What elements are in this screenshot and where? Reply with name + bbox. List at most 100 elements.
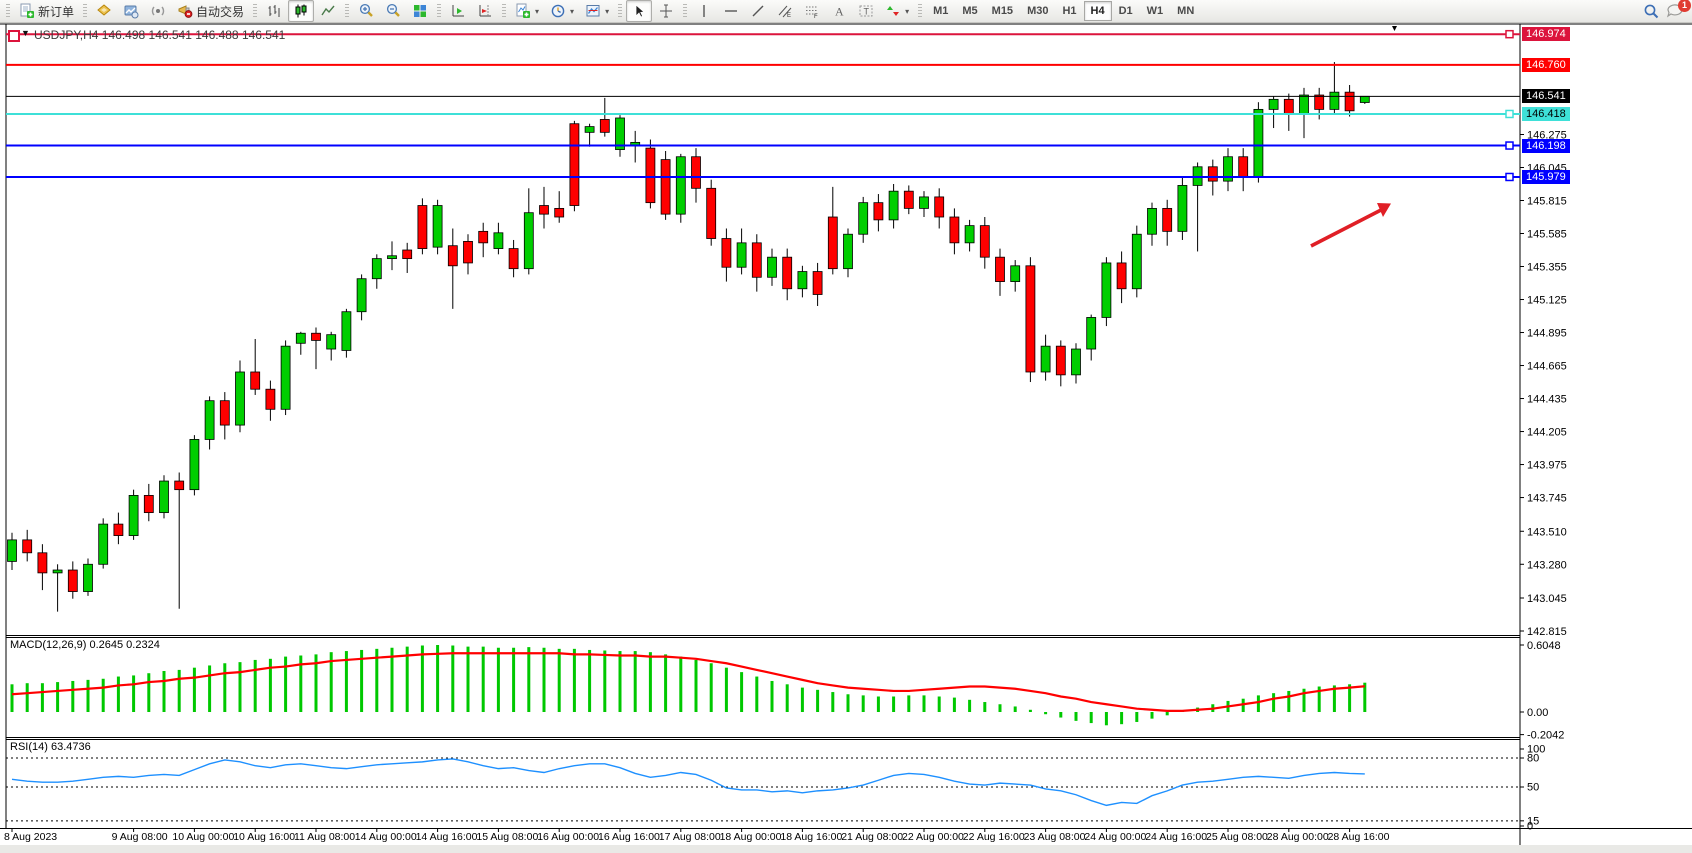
candle-body xyxy=(235,371,245,426)
candle-body xyxy=(326,334,337,350)
chart-menu-caret-icon[interactable]: ▼ xyxy=(21,28,30,38)
fibonacci-button[interactable]: F xyxy=(799,0,825,22)
candle-body xyxy=(508,248,519,270)
line-marker[interactable] xyxy=(1505,172,1514,182)
candle-body xyxy=(1359,95,1370,103)
price-tick-label: 143.745 xyxy=(1527,493,1567,505)
chart-title: USDJPY,H4 146.498 146.541 146.488 146.54… xyxy=(34,28,286,42)
candle-body xyxy=(1040,345,1051,373)
candlestick-chart-button[interactable] xyxy=(288,0,315,22)
toolbar-grip[interactable] xyxy=(683,4,688,18)
timeframe-button-h4[interactable]: H4 xyxy=(1083,1,1112,21)
toolbar-grip[interactable] xyxy=(345,4,350,18)
timeframe-button-m30[interactable]: M30 xyxy=(1027,5,1049,17)
hline-anchor-icon[interactable] xyxy=(8,30,20,42)
toolbar-grip[interactable] xyxy=(618,4,623,18)
auto-trading-button[interactable]: 自动交易 xyxy=(172,0,249,22)
price-badge-146.418: 146.418 xyxy=(1522,106,1570,121)
candle-body xyxy=(250,371,261,390)
toolbar-grip[interactable] xyxy=(6,4,10,18)
chart-shift-button[interactable] xyxy=(472,0,498,22)
timeframe-button-m1[interactable]: M1 xyxy=(933,5,949,17)
terminal-button[interactable] xyxy=(145,0,171,22)
price-tick-label: 145.125 xyxy=(1527,295,1567,307)
arrow-shapes-button[interactable]: ▾ xyxy=(880,0,914,22)
equidistant-channel-button[interactable]: E xyxy=(772,0,798,22)
candle-body xyxy=(903,190,914,209)
templates-button[interactable]: ▾ xyxy=(580,0,614,22)
candle-body xyxy=(402,249,413,260)
candle-body xyxy=(873,202,884,221)
trendline-button[interactable] xyxy=(745,0,771,22)
line-marker[interactable] xyxy=(1505,109,1514,119)
indicators-button[interactable]: ▾ xyxy=(510,0,544,22)
timeframe-button-m15[interactable]: M15 xyxy=(991,5,1014,17)
rsi-scale-label: 0 xyxy=(1527,821,1533,833)
toolbar-grip[interactable] xyxy=(437,4,442,18)
date-label: 21 Aug 08:00 xyxy=(841,831,903,843)
timeframe-button-mn[interactable]: MN xyxy=(1177,5,1195,17)
red-arrow-head[interactable] xyxy=(1377,203,1391,217)
bar-chart-button[interactable] xyxy=(261,0,287,22)
candle-body xyxy=(204,400,215,440)
macd-label: MACD(12,26,9) 0.2645 0.2324 xyxy=(10,639,160,651)
navigator-button[interactable] xyxy=(118,0,144,22)
main-toolbar: 新订单 自动交易 ▾ ▾ ▾ xyxy=(0,0,1692,23)
templates-icon xyxy=(585,3,601,19)
timeframe-button-h1[interactable]: H1 xyxy=(1062,5,1077,17)
macd-signal-line xyxy=(11,652,1365,712)
chat-icon[interactable]: 1 xyxy=(1665,0,1691,19)
red-arrow-line[interactable] xyxy=(1310,208,1382,248)
candle-body xyxy=(584,126,595,133)
date-label: 16 Aug 16:00 xyxy=(598,831,660,843)
periods-icon xyxy=(550,3,566,19)
candle-body xyxy=(128,494,139,536)
vertical-line-button[interactable] xyxy=(691,0,717,22)
timeframe-button-w1[interactable]: W1 xyxy=(1146,5,1164,17)
market-watch-button[interactable] xyxy=(91,0,117,22)
price-badge-145.979: 145.979 xyxy=(1522,169,1570,184)
candle-body xyxy=(569,123,580,206)
line-chart-button[interactable] xyxy=(315,0,341,22)
text-label-button[interactable]: T xyxy=(853,0,879,22)
candle-body xyxy=(934,196,945,218)
timeframe-button-m5[interactable]: M5 xyxy=(962,5,978,17)
object-marker-triangle[interactable] xyxy=(1392,26,1397,31)
auto-scroll-button[interactable] xyxy=(445,0,471,22)
candle-body xyxy=(554,207,565,218)
toolbar-grip[interactable] xyxy=(918,4,923,18)
toolbar-grip[interactable] xyxy=(83,4,88,18)
periods-dropdown-caret: ▾ xyxy=(570,6,575,16)
periods-button[interactable]: ▾ xyxy=(545,0,579,22)
text-button[interactable]: A xyxy=(826,0,852,22)
crosshair-button[interactable] xyxy=(653,0,679,22)
candle-body xyxy=(1344,91,1355,112)
search-icon[interactable] xyxy=(1643,3,1659,19)
candle-body xyxy=(341,311,352,351)
zoom-in-button[interactable] xyxy=(353,0,379,22)
new-order-button[interactable]: 新订单 xyxy=(14,0,79,22)
candle-body xyxy=(295,332,306,344)
candle-body xyxy=(432,205,443,248)
candle-body xyxy=(1329,91,1340,110)
line-marker[interactable] xyxy=(1505,29,1514,39)
toolbar-grip[interactable] xyxy=(502,4,507,18)
timeframe-button-d1[interactable]: D1 xyxy=(1118,5,1133,17)
tile-windows-button[interactable] xyxy=(407,0,433,22)
candle-body xyxy=(37,552,48,574)
candle-body xyxy=(964,225,975,244)
date-label: 10 Aug 00:00 xyxy=(172,831,234,843)
svg-text:A: A xyxy=(835,5,844,19)
horizontal-line-button[interactable] xyxy=(718,0,744,22)
date-label: 17 Aug 08:00 xyxy=(659,831,721,843)
toolbar-grip[interactable] xyxy=(253,4,258,18)
candle-body xyxy=(1177,185,1188,232)
zoom-out-button[interactable] xyxy=(380,0,406,22)
candle-body xyxy=(1116,262,1127,290)
timeframe-group: M1 M5 M15 M30 H1 H4 D1 W1 MN xyxy=(926,1,1201,21)
line-marker[interactable] xyxy=(1505,141,1514,150)
auto-trading-icon xyxy=(177,3,193,19)
date-label: 24 Aug 16:00 xyxy=(1145,831,1207,843)
cursor-button[interactable] xyxy=(626,0,653,22)
